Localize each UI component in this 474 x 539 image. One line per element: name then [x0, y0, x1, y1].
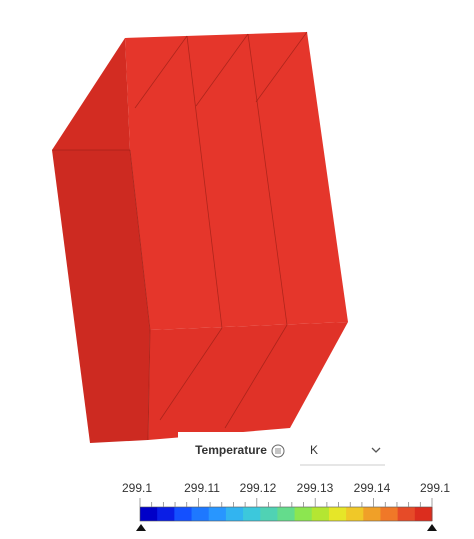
color-segment — [225, 507, 244, 521]
unit-select[interactable]: K — [310, 443, 318, 457]
front-face — [52, 150, 150, 443]
edge — [224, 324, 288, 429]
dropdown-chevron[interactable] — [371, 447, 381, 453]
edge — [134, 35, 188, 109]
color-segment — [277, 507, 296, 521]
colorbar-label: 299.14 — [354, 481, 391, 495]
color-segment — [346, 507, 364, 521]
color-segment — [294, 507, 313, 521]
color-segment — [380, 507, 399, 521]
color-segment — [363, 507, 381, 521]
colorbar — [139, 498, 433, 522]
colorbar-label: 299.13 — [297, 481, 334, 495]
legend-title: Temperature — [195, 443, 267, 457]
color-segment — [140, 507, 158, 521]
color-segment — [397, 507, 416, 521]
colorbar-border — [139, 506, 433, 522]
main-face — [125, 32, 348, 330]
colorbar-label: 299.12 — [240, 481, 277, 495]
range-handle[interactable] — [427, 524, 437, 531]
menu-icon-lines — [275, 448, 281, 454]
color-segment — [174, 507, 193, 521]
legend-panel — [0, 470, 474, 539]
color-segment — [311, 507, 330, 521]
color-segment — [157, 507, 175, 521]
edge — [255, 31, 308, 103]
model — [52, 31, 348, 443]
edge — [186, 35, 223, 329]
edge — [247, 33, 288, 326]
edge — [147, 329, 151, 441]
color-segment — [328, 507, 347, 521]
color-segment — [243, 507, 261, 521]
edge — [159, 327, 223, 421]
colorbar-label: 299.11 — [184, 481, 220, 495]
color-segment — [208, 507, 227, 521]
color-segment — [414, 507, 433, 521]
edge — [129, 149, 151, 331]
top-face — [52, 38, 130, 150]
edge — [195, 33, 249, 107]
bottom-face — [148, 322, 348, 440]
range-handle[interactable] — [136, 524, 146, 531]
menu-icon[interactable] — [271, 444, 285, 458]
colorbar-label: 299.1 — [420, 481, 450, 495]
color-segment — [191, 507, 210, 521]
color-segment — [260, 507, 278, 521]
colorbar-label: 299.1 — [122, 481, 152, 495]
